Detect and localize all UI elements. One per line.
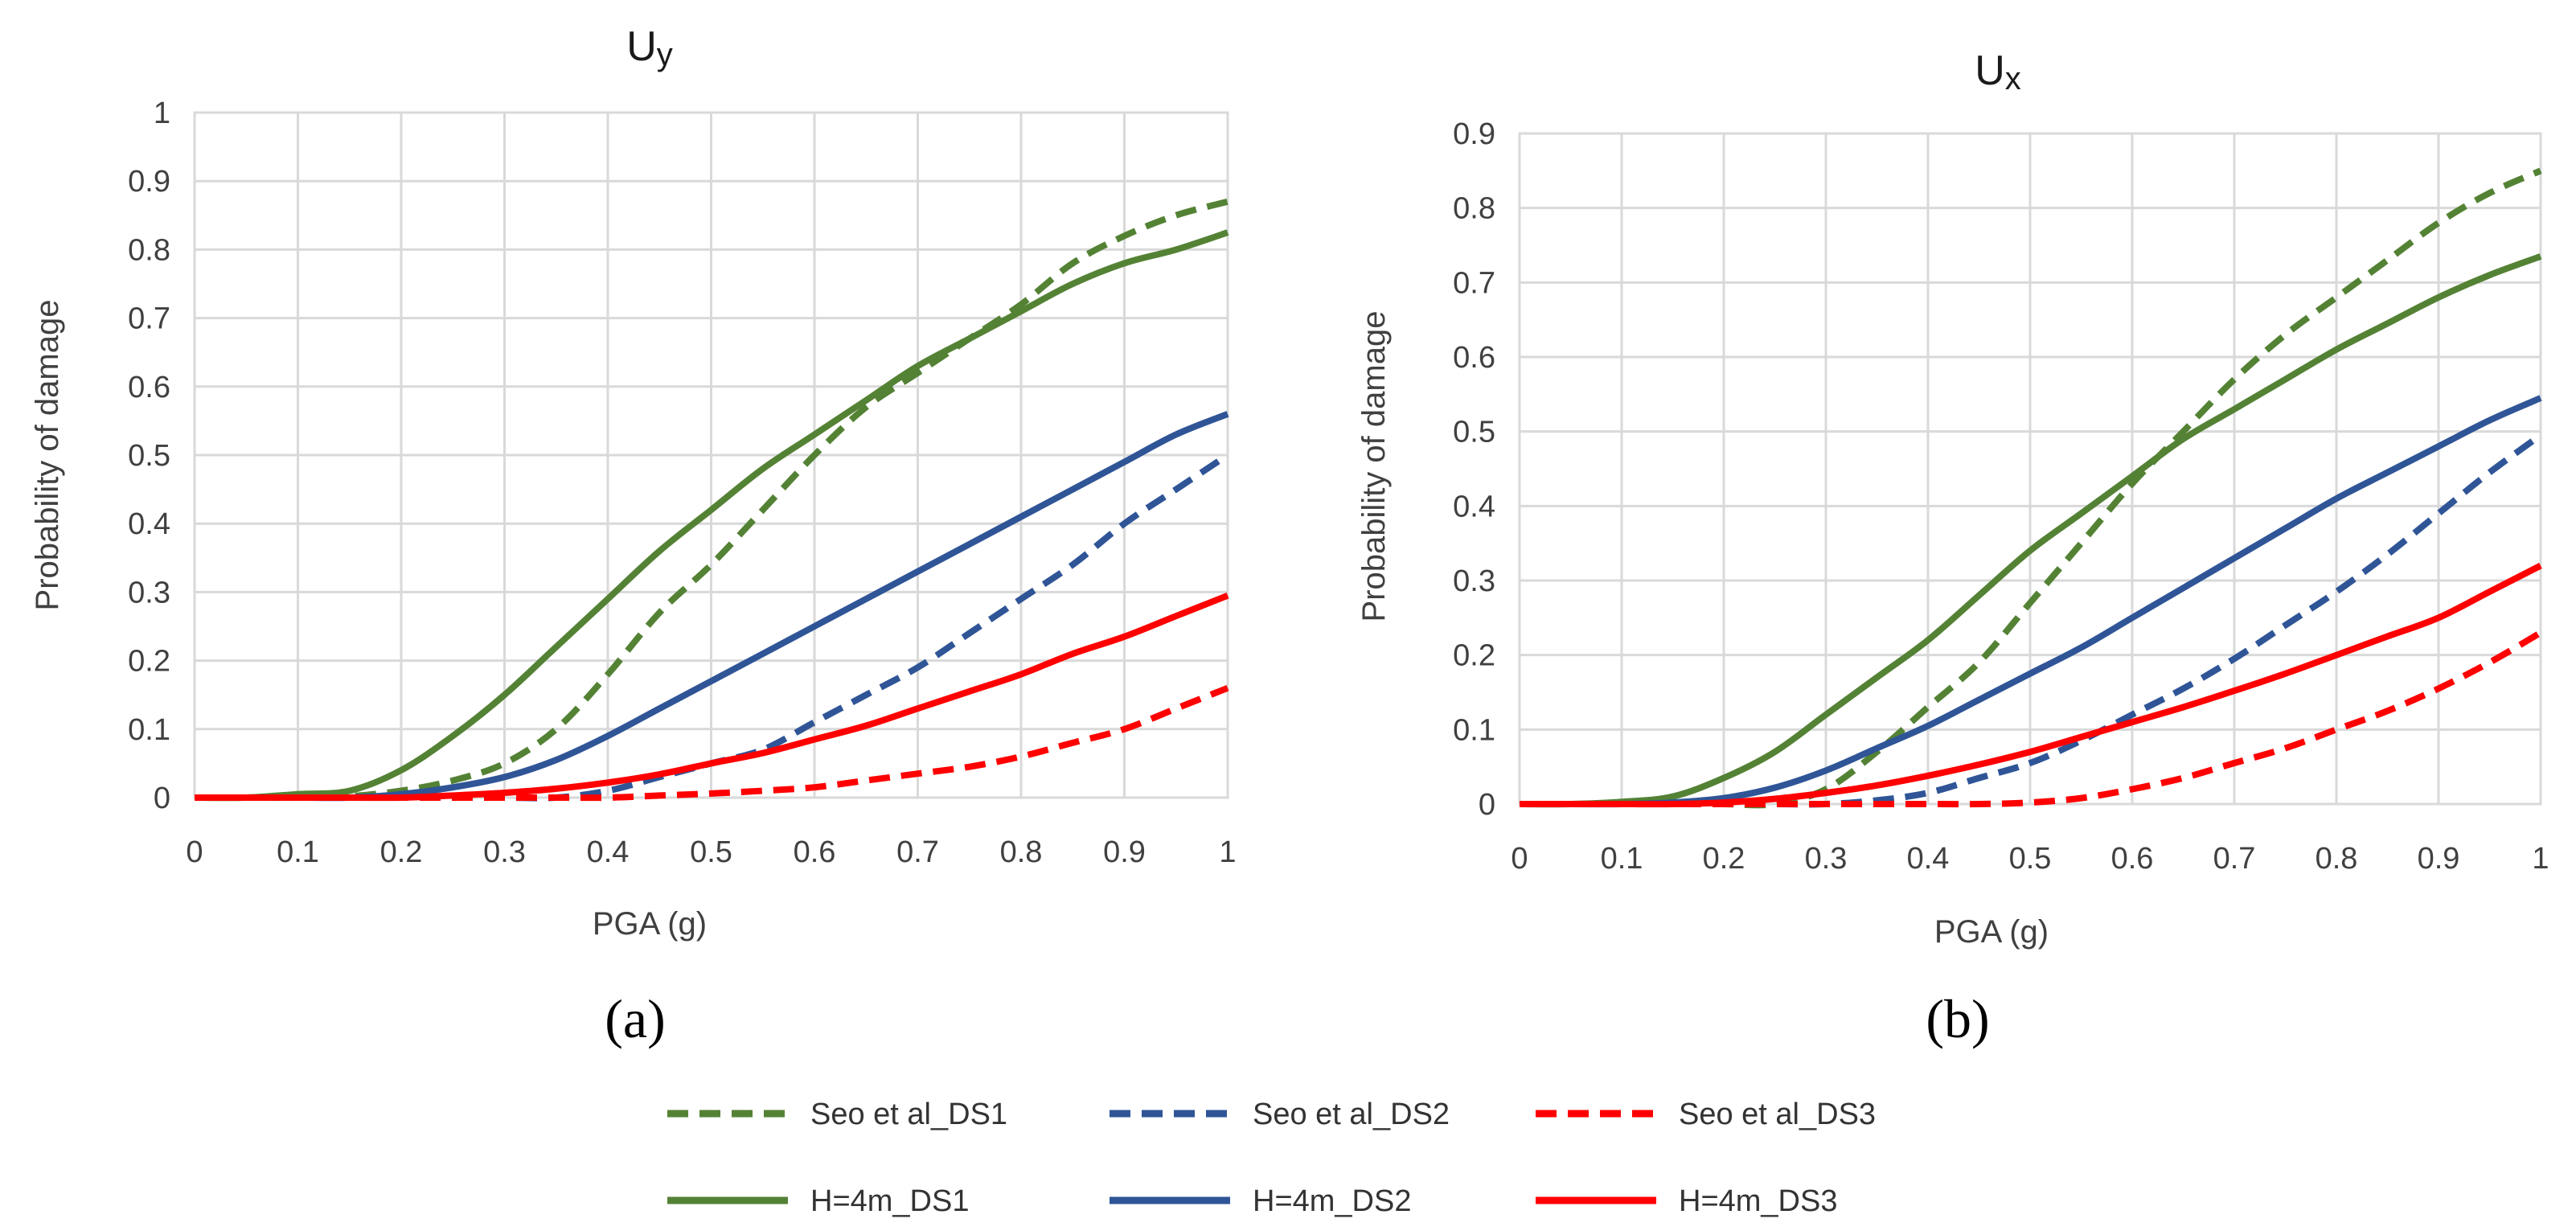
x-tick-label: 0.8 [2316,842,2358,876]
y-tick-label: 0.9 [128,165,170,199]
y-tick-label: 0.3 [1453,564,1495,598]
legend-label: H=4m_DS2 [1253,1184,1411,1218]
legend-label: Seo et al_DS1 [810,1098,1007,1131]
y-tick-label: 0.5 [128,439,170,473]
y-axis-label: Probability of damage [30,300,65,611]
panel-label-b: (b) [1926,988,1989,1049]
chart-panel-b: Ux 00.10.20.30.40.50.60.70.80.9 0 0.1 0.2 0… [1356,47,2549,1049]
x-tick-label: 0.3 [483,835,526,869]
x-tick-label: 0.1 [1601,842,1643,876]
y-tick-label: 0.2 [128,645,170,679]
legend-label: H=4m_DS1 [810,1184,969,1218]
y-tick-label: 0.1 [1453,713,1495,747]
series-line-h-4m-ds3 [195,592,1229,802]
y-tick-label: 0.5 [1453,416,1495,449]
x-axis-label: PGA (g) [1934,914,2049,950]
series-line-seo-et-al-ds1 [1519,167,2542,809]
x-tick-labels: 0 0.1 0.2 0.3 0.4 0.5 0.6 0.7 0.8 0.9 1 [1511,842,2549,876]
y-tick-label: 0.7 [128,302,170,336]
x-tick-label: 0 [1511,842,1528,876]
y-tick-label: 1 [154,96,170,130]
x-tick-labels: 0 0.1 0.2 0.3 0.4 0.5 0.6 0.7 0.8 0.9 1 [186,835,1236,869]
y-tick-label: 0.8 [128,233,170,267]
y-tick-labels: 0 0.1 0.2 0.3 0.4 0.5 0.6 0.7 0.8 0.9 1 [128,96,170,815]
x-tick-label: 1 [2532,842,2549,876]
legend: Seo et al_DS1 Seo et al_DS2 Seo et al_DS3 H… [667,1098,1876,1218]
series-line-h-4m-ds1 [194,229,1229,802]
y-tick-label: 0.6 [128,371,170,404]
y-tick-labels: 0 0.1 0.2 0.3 0.4 0.5 0.6 0.7 0.8 0.9 [1453,117,1495,822]
x-tick-label: 0.6 [2111,842,2154,876]
x-tick-label: 0.5 [2009,842,2052,876]
x-tick-label: 0.5 [690,835,732,869]
series-line-h-4m-ds3 [1519,562,2542,808]
grid-lines [1518,132,2542,806]
y-tick-label: 0.8 [1453,192,1495,226]
y-tick-label: 0.3 [128,576,170,609]
y-tick-label: 0.4 [128,507,170,541]
legend-label: H=4m_DS3 [1679,1184,1837,1218]
x-tick-label: 0.9 [2418,842,2460,876]
x-axis-label: PGA (g) [593,906,707,942]
legend-label: Seo et al_DS3 [1679,1098,1876,1131]
grid-lines [193,111,1229,799]
y-tick-label: 0 [154,782,170,815]
y-tick-label: 0.1 [128,713,170,747]
x-tick-label: 0.3 [1805,842,1848,876]
chart-title: Ux [1975,47,2021,96]
x-tick-label: 0.4 [587,835,630,869]
y-tick-label: 0.4 [1453,490,1495,523]
x-tick-label: 0.9 [1103,835,1146,869]
x-tick-label: 0.7 [2213,842,2256,876]
series-lines [1519,167,2543,809]
chart-panel-a: Uy 0 0.1 0.2 0.3 0.4 0.5 0.6 0.7 0.8 0.9 1 0 0.1 0.2… [30,23,1237,1049]
x-tick-label: 0.1 [277,835,319,869]
chart-title: Uy [626,23,673,72]
series-line-h-4m-ds1 [1519,253,2542,808]
y-axis-label: Probability of damage [1356,311,1392,622]
panel-label-a: (a) [605,988,665,1049]
x-tick-label: 0 [186,835,203,869]
x-tick-label: 0.6 [794,835,836,869]
x-tick-label: 0.7 [896,835,939,869]
x-tick-label: 0.4 [1907,842,1950,876]
x-tick-label: 1 [1219,835,1236,869]
y-tick-label: 0 [1479,788,1495,822]
x-tick-label: 0.8 [1000,835,1043,869]
y-tick-label: 0.2 [1453,639,1495,673]
x-tick-label: 0.2 [380,835,423,869]
y-tick-label: 0.9 [1453,117,1495,151]
series-lines [194,198,1230,802]
legend-label: Seo et al_DS2 [1253,1098,1450,1131]
x-tick-label: 0.2 [1703,842,1745,876]
y-tick-label: 0.6 [1453,341,1495,375]
y-tick-label: 0.7 [1453,266,1495,300]
